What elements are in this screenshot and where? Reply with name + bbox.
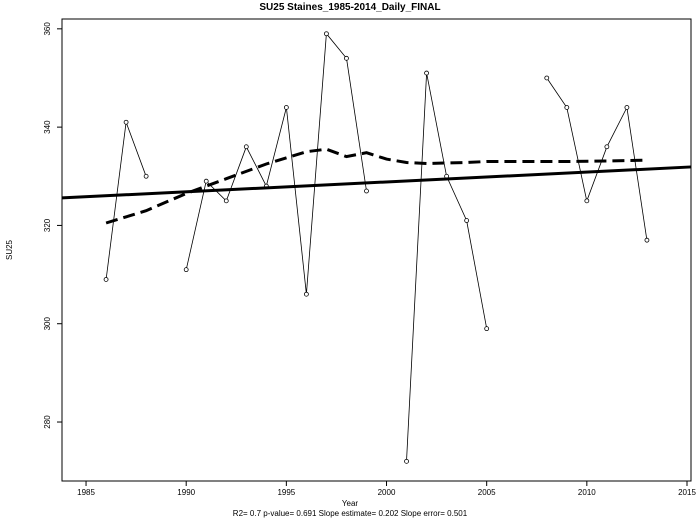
data-point — [183, 267, 189, 273]
x-axis-title: Year — [341, 499, 359, 508]
y-tick-label: 360 — [43, 22, 52, 36]
y-tick-label: 320 — [43, 218, 52, 232]
plot-frame — [61, 18, 692, 482]
x-tick-label: 2005 — [478, 488, 496, 497]
smoothed-trend-line — [105, 147, 647, 225]
y-tick-label: 300 — [43, 317, 52, 331]
x-tick-label: 2015 — [678, 488, 696, 497]
x-tick-label: 1985 — [77, 488, 95, 497]
observed-series-line — [105, 122, 147, 280]
observed-series-line — [185, 32, 367, 295]
data-point — [644, 237, 650, 243]
data-point — [404, 458, 409, 464]
data-point — [344, 55, 349, 61]
series-layer — [61, 31, 692, 464]
data-point — [143, 173, 149, 179]
chart-title: SU25 Staines_1985-2014_Daily_FINAL — [259, 2, 441, 13]
data-point — [364, 188, 369, 194]
y-axis-title: SU25 — [5, 239, 14, 260]
observed-series-line — [406, 73, 488, 462]
x-tick-label: 1990 — [177, 488, 195, 497]
data-point — [303, 291, 309, 297]
y-tick-label: 280 — [43, 415, 52, 429]
linear-trend-line — [61, 165, 692, 200]
data-point — [624, 105, 630, 110]
data-point — [464, 218, 470, 223]
y-tick-label: 340 — [43, 120, 52, 134]
data-point — [103, 277, 109, 282]
data-point — [604, 144, 610, 150]
x-tick-label: 1995 — [277, 488, 295, 497]
data-point — [544, 75, 550, 81]
data-point — [243, 144, 249, 150]
data-point — [424, 70, 429, 76]
trend-statistics: R2= 0.7 p-value= 0.691 Slope estimate= 0… — [232, 509, 468, 518]
x-axis: 1985 1990 1995 2000 2005 2010 2015 — [77, 481, 696, 497]
data-point — [123, 119, 129, 125]
data-point — [484, 326, 490, 332]
data-point — [584, 198, 590, 204]
data-point — [564, 105, 570, 110]
x-tick-label: 2000 — [378, 488, 396, 497]
data-point — [223, 198, 229, 204]
x-tick-label: 2010 — [578, 488, 596, 497]
data-point — [324, 31, 329, 37]
observed-series-line — [546, 77, 648, 241]
y-axis: 280 300 320 340 360 — [43, 22, 62, 429]
data-point — [203, 178, 209, 184]
data-point — [283, 105, 289, 110]
